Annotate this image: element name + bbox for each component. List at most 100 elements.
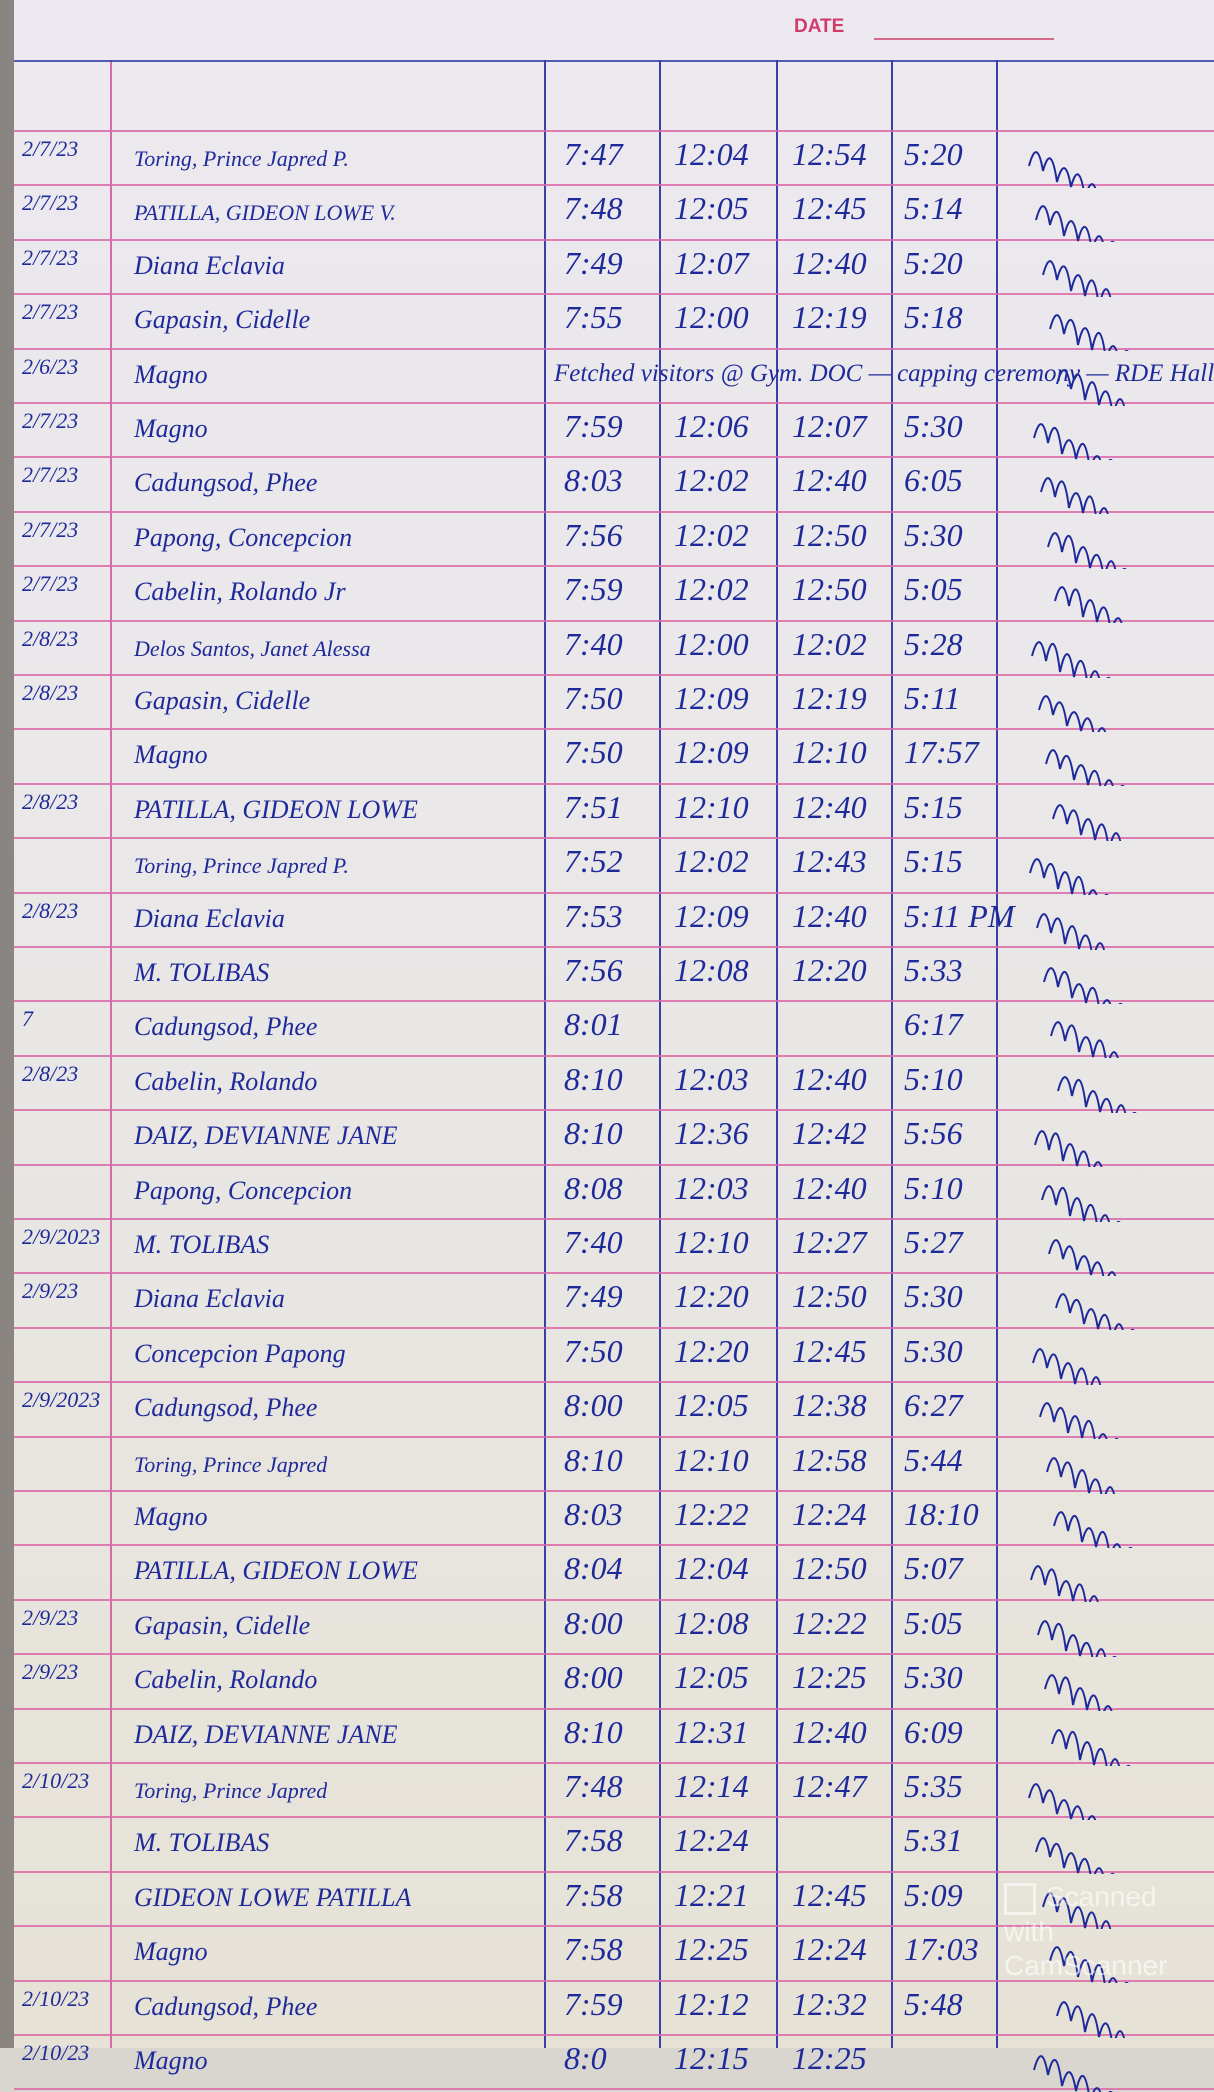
signature <box>1028 151 1097 188</box>
ruled-line <box>14 1054 1214 1057</box>
log-entry-row: Magno 7:58 12:25 12:24 17:03 <box>14 1925 1214 1984</box>
time-out-am: 12:04 <box>674 1550 749 1587</box>
time-in-am: 8:03 <box>564 1496 623 1532</box>
time-out-pm: 5:10 <box>904 1169 963 1206</box>
time-in-pm: 12:50 <box>792 516 867 553</box>
log-entry-row: 2/9/23 Diana Eclavia 7:49 12:20 12:50 5:30 <box>14 1272 1214 1331</box>
ruled-line <box>14 1707 1214 1710</box>
time-out-pm: 5:30 <box>904 1659 963 1696</box>
time-out-am: 12:20 <box>674 1278 749 1315</box>
logbook-page: DATE 2/7/23 Toring, Prince Japred P. 7:47 1… <box>14 0 1214 2092</box>
log-entry-row: Toring, Prince Japred P. 7:52 12:02 12:43 5:… <box>14 837 1214 896</box>
log-entry-row: 2/6/23 Magno Fetched visitors @ Gym. DOC —… <box>14 348 1214 406</box>
log-entry-row: Toring, Prince Japred 8:10 12:10 12:58 5:44 <box>14 1436 1214 1494</box>
ruled-line <box>14 674 1214 676</box>
time-out-pm: 5:30 <box>904 516 963 553</box>
time-out-am: 12:02 <box>674 843 749 880</box>
entry-date: 2/8/23 <box>22 680 79 705</box>
time-in-pm: 12:22 <box>792 1604 867 1641</box>
date-line <box>874 38 1054 40</box>
time-in-pm: 12:47 <box>792 1768 867 1804</box>
entry-date: 2/7/23 <box>22 136 79 161</box>
signature <box>1054 586 1123 624</box>
ruled-line <box>14 782 1214 785</box>
time-out-am: 12:05 <box>674 1387 749 1424</box>
log-entry-row: 2/9/2023 Cadungsod, Phee 8:00 12:05 12:38 6:2… <box>14 1381 1214 1440</box>
signature <box>1031 640 1111 678</box>
book-binding <box>0 0 14 2048</box>
entry-name: M. TOLIBAS <box>134 1230 270 1259</box>
entry-name: M. TOLIBAS <box>134 958 270 987</box>
ruled-line <box>14 1435 1214 1438</box>
header-line <box>14 60 1214 62</box>
time-in-am: 7:48 <box>564 190 623 227</box>
entry-date: 2/8/23 <box>22 1060 79 1086</box>
time-in-pm: 12:40 <box>792 1713 867 1750</box>
time-out-pm: 5:44 <box>904 1441 963 1478</box>
entry-date: 2/7/23 <box>22 571 79 597</box>
ruled-line <box>14 402 1214 404</box>
entry-name: Toring, Prince Japred <box>134 1451 328 1477</box>
column-divider <box>891 60 893 2048</box>
time-out-am: 12:09 <box>674 680 749 716</box>
time-out-pm: 6:09 <box>904 1713 963 1750</box>
entry-name: Diana Eclavia <box>134 1284 285 1314</box>
ruled-line <box>14 1762 1214 1764</box>
entry-date: 2/8/23 <box>22 897 79 923</box>
entry-date: 2/8/23 <box>22 788 79 814</box>
signature <box>1048 1239 1117 1276</box>
signature <box>1057 1076 1137 1113</box>
entry-date: 2/9/23 <box>22 1604 79 1630</box>
entry-name: DAIZ, DEVIANNE JANE <box>134 1121 398 1151</box>
time-in-pm: 12:32 <box>792 1985 867 2022</box>
signature <box>1056 2000 1126 2038</box>
ruled-line <box>14 565 1214 568</box>
log-entry-row: 2/10/23 Cadungsod, Phee 7:59 12:12 12:32 5:48 <box>14 1980 1214 2038</box>
time-out-pm: 6:17 <box>904 1006 963 1043</box>
time-out-pm: 5:33 <box>904 952 963 988</box>
time-in-pm: 12:40 <box>792 897 867 934</box>
time-out-am: 12:14 <box>674 1768 749 1804</box>
entry-date: 2/9/2023 <box>22 1387 101 1413</box>
time-in-am: 7:50 <box>564 1332 623 1369</box>
time-out-am: 12:00 <box>674 299 749 336</box>
time-in-pm: 12:45 <box>792 1876 867 1913</box>
signature <box>1040 477 1109 515</box>
signature <box>1052 804 1122 841</box>
entry-name: PATILLA, GIDEON LOWE <box>134 794 418 824</box>
signature <box>1056 368 1126 406</box>
time-out-am: 12:02 <box>674 571 749 608</box>
time-out-pm: 5:48 <box>904 1985 963 2022</box>
time-out-am: 12:03 <box>674 1169 749 1206</box>
time-out-am: 12:03 <box>674 1060 749 1097</box>
entry-name: Papong, Concepcion <box>134 1175 353 1205</box>
time-in-am: 8:08 <box>564 1169 623 1206</box>
signature <box>1036 912 1106 950</box>
time-in-am: 8:10 <box>564 1060 623 1097</box>
entry-date: 2/10/23 <box>22 2040 90 2065</box>
time-out-am: 12:21 <box>674 1876 749 1913</box>
time-out-am: 12:10 <box>674 788 749 825</box>
time-in-am: 7:59 <box>564 571 623 608</box>
time-out-am: 12:09 <box>674 897 749 934</box>
log-entry-row: 2/7/23 Cadungsod, Phee 8:03 12:02 12:40 6:05 <box>14 456 1214 515</box>
ruled-line <box>14 946 1214 948</box>
time-out-pm: 5:35 <box>904 1768 963 1804</box>
signature <box>1035 1837 1115 1875</box>
signature <box>1028 1783 1097 1820</box>
time-in-pm: 12:50 <box>792 1278 867 1315</box>
entry-name: Papong, Concepcion <box>134 522 353 552</box>
time-in-am: 7:58 <box>564 1876 623 1913</box>
signature <box>1033 423 1113 460</box>
time-out-pm: 5:09 <box>904 1876 963 1913</box>
log-entry-row: 7 Cadungsod, Phee 8:01 6:17 <box>14 1000 1214 1059</box>
log-entry-row: M. TOLIBAS 7:58 12:24 5:31 <box>14 1816 1214 1875</box>
time-in-am: 7:51 <box>564 788 623 825</box>
entry-name: Magno <box>134 1937 208 1967</box>
entry-name: Gapasin, Cidelle <box>134 686 311 715</box>
signature <box>1050 1021 1119 1059</box>
time-out-am: 12:02 <box>674 516 749 553</box>
log-entry-row: 2/8/23 Gapasin, Cidelle 7:50 12:09 12:19 5:11 <box>14 674 1214 732</box>
log-entry-row: 2/9/23 Cabelin, Rolando 8:00 12:05 12:25 5:30 <box>14 1653 1214 1712</box>
scanner-logo-icon <box>1004 1882 1036 1915</box>
